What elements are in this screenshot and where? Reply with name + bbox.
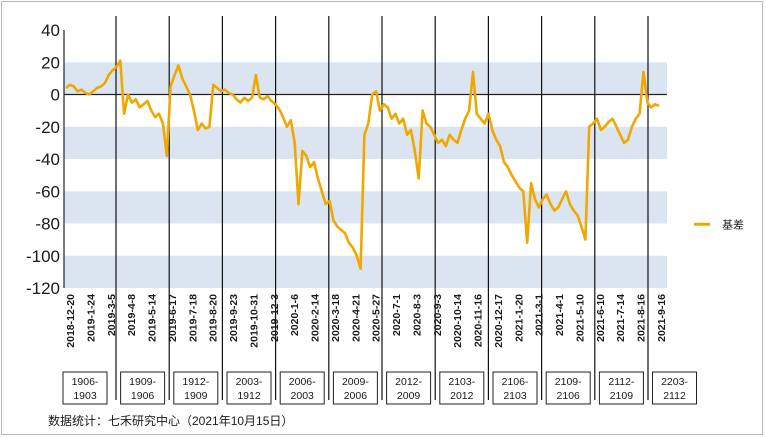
- x-tick-label: 2019-6-17: [167, 294, 179, 342]
- contract-label: 1912-: [182, 376, 209, 388]
- contract-label: 1909-: [129, 376, 156, 388]
- source-footnote: 数据统计：七禾研究中心（2021年10月15日）: [48, 414, 294, 428]
- contract-box: [173, 371, 219, 405]
- contract-box: [332, 371, 378, 405]
- y-tick-label: 40: [41, 21, 60, 40]
- contract-box: [545, 371, 591, 405]
- grid-band: [64, 62, 667, 95]
- contract-box: [652, 371, 697, 405]
- contract-box: [279, 371, 325, 405]
- grid-band: [64, 255, 667, 288]
- contract-box: [62, 371, 108, 405]
- x-tick-label: 2019-3-5: [106, 294, 118, 336]
- x-tick-label: 2019-9-23: [228, 294, 240, 342]
- x-tick-label: 2019-7-18: [187, 294, 199, 342]
- contract-label: 1912: [237, 390, 261, 402]
- x-tick-label: 2020-9-3: [432, 294, 444, 336]
- x-tick-label: 2019-12-3: [269, 294, 281, 342]
- x-tick-label: 2018-12-20: [65, 294, 77, 348]
- contract-box: [598, 371, 644, 405]
- y-tick-label: 20: [41, 53, 60, 72]
- grid-band: [64, 191, 667, 224]
- y-tick-label: -80: [35, 215, 60, 234]
- contract-label: 2109: [610, 390, 634, 402]
- contract-label: 2003-: [236, 376, 263, 388]
- x-tick-label: 2021-6-10: [595, 294, 607, 342]
- y-tick-label: -60: [35, 182, 60, 201]
- contract-label: 1906-: [72, 376, 99, 388]
- x-tick-label: 2019-8-20: [208, 294, 220, 342]
- x-tick-label: 2019-4-8: [126, 294, 138, 336]
- contract-label: 2103: [503, 390, 527, 402]
- y-tick-label: 0: [51, 86, 60, 105]
- contract-label: 2112-: [608, 376, 635, 388]
- x-tick-label: 2020-3-18: [330, 294, 342, 342]
- contract-label: 2006: [344, 390, 368, 402]
- y-tick-label: -100: [26, 247, 60, 266]
- x-tick-label: 2021-8-16: [636, 294, 648, 342]
- contract-label: 2112: [663, 390, 686, 402]
- x-tick-label: 2020-4-21: [350, 294, 362, 342]
- x-tick-label: 2020-2-14: [310, 294, 322, 342]
- y-tick-label: -20: [35, 118, 60, 137]
- contract-label: 2009-: [342, 376, 369, 388]
- x-tick-label: 2021-5-10: [574, 294, 586, 342]
- contract-label: 2109-: [555, 376, 582, 388]
- contract-label: 2106-: [502, 376, 529, 388]
- contract-label: 1903: [73, 390, 97, 402]
- contract-label: 1909: [184, 390, 208, 402]
- contract-box: [492, 371, 538, 405]
- x-tick-label: 2021-3-1: [534, 294, 546, 336]
- x-tick-label: 2020-5-27: [371, 294, 383, 342]
- contract-box: [226, 371, 272, 405]
- contract-label: 2103-: [448, 376, 475, 388]
- x-tick-label: 2021-7-14: [615, 294, 627, 342]
- contract-label: 1906: [131, 390, 155, 402]
- x-tick-label: 2021-9-16: [656, 294, 668, 342]
- x-tick-label: 2021-1-20: [513, 294, 525, 342]
- x-tick-label: 2020-10-14: [452, 294, 464, 348]
- contract-label: 2003: [291, 390, 315, 402]
- x-tick-label: 2020-12-17: [493, 294, 505, 348]
- contract-label: 2012: [450, 390, 474, 402]
- y-tick-label: -120: [26, 279, 60, 298]
- contract-label: 2203-: [661, 376, 688, 388]
- legend-label: 基差: [722, 217, 744, 231]
- contract-label: 2012-: [395, 376, 422, 388]
- x-tick-label: 2020-1-6: [289, 294, 301, 336]
- x-tick-label: 2019-1-24: [85, 294, 97, 342]
- contract-label: 2106: [557, 390, 581, 402]
- contract-box: [386, 371, 432, 405]
- y-tick-label: -40: [35, 150, 60, 169]
- x-tick-label: 2020-7-1: [391, 294, 403, 336]
- basis-series-line: [65, 59, 660, 270]
- contract-label: 2009: [397, 390, 421, 402]
- contract-label: 2006-: [289, 376, 316, 388]
- x-tick-label: 2020-11-16: [473, 294, 485, 347]
- contract-box: [120, 371, 166, 405]
- x-tick-label: 2020-8-3: [411, 294, 423, 336]
- x-tick-label: 2019-10-31: [248, 294, 260, 348]
- contract-box: [439, 371, 485, 405]
- x-tick-label: 2019-5-14: [147, 294, 159, 342]
- x-tick-label: 2021-4-1: [554, 294, 566, 336]
